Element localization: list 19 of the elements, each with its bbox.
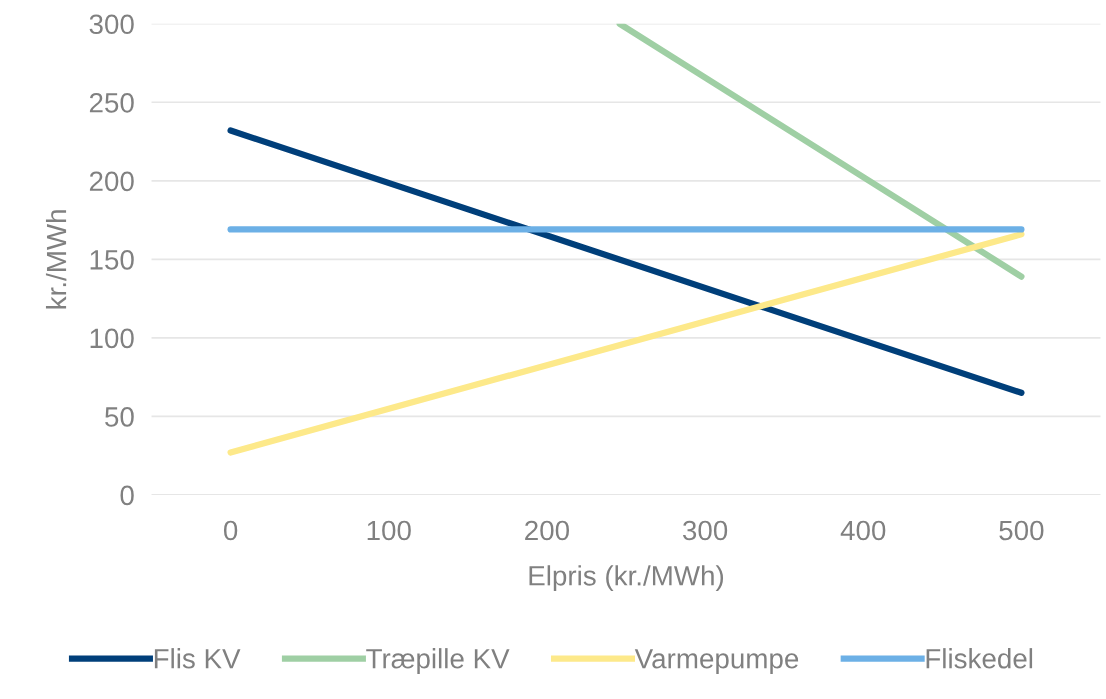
legend-label: Flis KV (154, 648, 241, 669)
y-tick-label: 100 (90, 328, 134, 349)
y-tick-label: 50 (105, 407, 134, 427)
y-axis-title: kr./MWh (45, 210, 67, 309)
x-tick-label: 200 (525, 520, 570, 541)
y-tick-label: 300 (89, 14, 134, 35)
legend-label: Fliskedel (926, 648, 1033, 669)
y-tick-label: 0 (120, 485, 134, 506)
legend-label: Træpille KV (366, 648, 510, 674)
legend-label: Varmepumpe (634, 649, 799, 674)
x-tick-label: 400 (840, 520, 886, 541)
y-tick-label: 150 (90, 250, 134, 270)
y-tick-label: 200 (89, 171, 134, 192)
y-tick-label: 250 (89, 92, 134, 113)
x-tick-label: 500 (999, 520, 1044, 541)
x-tick-label: 100 (367, 520, 411, 541)
x-axis-title: Elpris (kr./MWh) (529, 565, 724, 592)
x-tick-label: 0 (223, 520, 238, 541)
x-tick-label: 300 (682, 520, 728, 541)
